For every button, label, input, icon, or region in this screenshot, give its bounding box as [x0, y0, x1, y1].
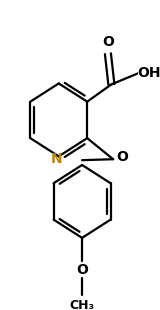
Text: N: N	[50, 152, 62, 166]
Text: CH₃: CH₃	[70, 299, 95, 310]
Text: O: O	[116, 150, 128, 164]
Text: O: O	[102, 35, 114, 49]
Text: OH: OH	[138, 66, 160, 80]
Text: O: O	[76, 264, 88, 277]
